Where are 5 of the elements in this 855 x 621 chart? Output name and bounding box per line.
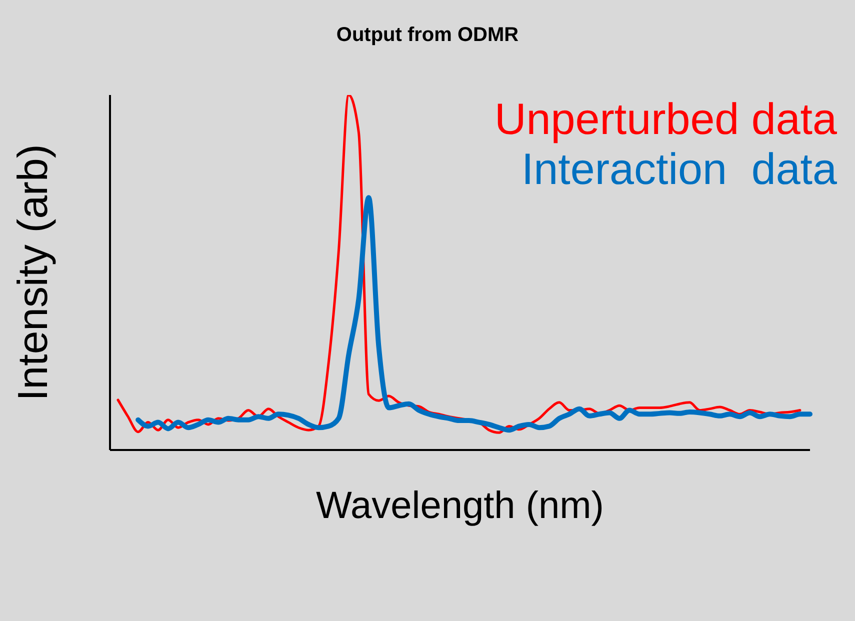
y-axis-title: Intensity (arb) [8, 144, 56, 401]
chart-title: Output from ODMR [335, 24, 520, 47]
text: Interaction data [520, 145, 837, 195]
x-axis-title: Wavelength (nm) [316, 485, 604, 527]
text: Unperturbed data [494, 95, 837, 145]
